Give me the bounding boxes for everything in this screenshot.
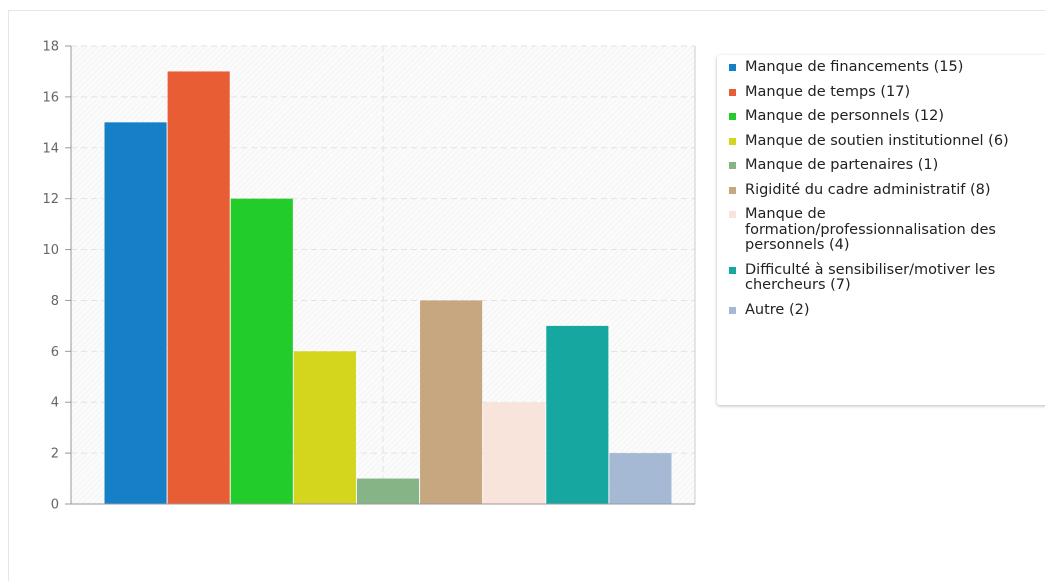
axes: 0 2 4 6 8 10 12 14 16 18: [42, 40, 696, 513]
y-tick-label: 16: [42, 90, 59, 105]
legend-label: Difficulté à sensibiliser/motiver les ch…: [745, 261, 996, 293]
legend-swatch: [729, 88, 736, 96]
bar[interactable]: [609, 453, 672, 504]
legend-label: Manque de partenaires (1): [745, 157, 939, 173]
bar-chart: 0 2 4 6 8 10 12 14 16 18: [42, 40, 696, 513]
legend-swatch: [729, 211, 736, 218]
bar[interactable]: [483, 402, 546, 504]
legend-swatch: [729, 186, 736, 194]
legend-item[interactable]: Manque de temps (17): [729, 83, 1043, 101]
bar[interactable]: [230, 198, 293, 504]
y-tick-label: 12: [42, 192, 59, 207]
legend-item[interactable]: Rigidité du cadre administratif (8): [729, 181, 1043, 199]
y-tick-label: 2: [51, 447, 59, 462]
y-tick-label: 4: [51, 396, 59, 411]
legend-swatch: [729, 306, 736, 314]
legend-item[interactable]: Manque de financements (15): [729, 59, 1043, 76]
legend-item[interactable]: Manque de formation/professionnalisation…: [729, 206, 1043, 254]
y-tick-label: 0: [51, 498, 59, 513]
legend-swatch: [729, 266, 736, 274]
chart-panel: 0 2 4 6 8 10 12 14 16 18 Manque de financements (…: [8, 10, 1045, 581]
legend-label: Manque de soutien institutionnel (6): [745, 132, 1009, 149]
legend-item[interactable]: Autre (2): [729, 301, 1043, 319]
legend-label: Manque de formation/professionnalisation…: [745, 206, 996, 253]
y-tick-label: 10: [42, 243, 59, 258]
legend-item[interactable]: Manque de partenaires (1): [729, 157, 1043, 174]
legend-label: Autre (2): [745, 301, 810, 318]
y-tick-label: 14: [42, 141, 59, 156]
legend-label: Rigidité du cadre administratif (8): [745, 181, 991, 198]
bar[interactable]: [546, 325, 609, 504]
bar[interactable]: [167, 71, 230, 504]
legend-item[interactable]: Manque de personnels (12): [729, 108, 1043, 125]
legend-swatch: [729, 137, 736, 145]
legend-swatch: [729, 64, 736, 71]
bars: [104, 71, 672, 504]
bar[interactable]: [420, 300, 483, 504]
legend: Manque de financements (15) Manque de tem…: [717, 55, 1045, 405]
bar[interactable]: [356, 478, 420, 504]
legend-label: Manque de temps (17): [745, 83, 911, 100]
legend-swatch: [729, 162, 736, 169]
legend-label: Manque de personnels (12): [745, 108, 945, 124]
legend-label: Manque de financements (15): [745, 59, 964, 75]
legend-item[interactable]: Manque de soutien institutionnel (6): [729, 132, 1043, 150]
y-tick-label: 8: [51, 294, 59, 309]
y-tick-label: 6: [51, 345, 59, 360]
bar[interactable]: [104, 122, 167, 504]
legend-item[interactable]: Difficulté à sensibiliser/motiver les ch…: [729, 261, 1043, 294]
bar[interactable]: [293, 351, 356, 504]
legend-swatch: [729, 113, 736, 120]
y-tick-label: 18: [42, 40, 59, 55]
